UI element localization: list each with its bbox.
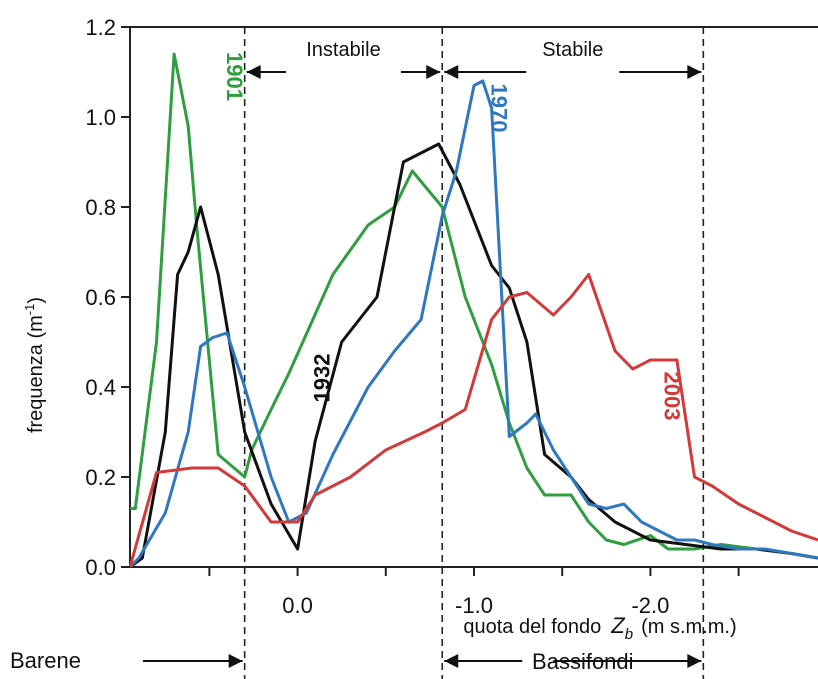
- series-line-2003: [128, 273, 818, 568]
- series-label-1970: 1970: [487, 84, 512, 133]
- y-tick-label: 0.8: [85, 195, 116, 220]
- y-tick-label: 1.0: [85, 105, 116, 130]
- arrow-head: [228, 654, 243, 668]
- arrow-head: [426, 65, 441, 79]
- y-tick-label: 1.2: [85, 15, 116, 40]
- x-axis-label: quota del fondo Zb (m s.m.m.): [463, 613, 736, 643]
- series-label-1932: 1932: [309, 354, 334, 403]
- arrow-head: [444, 654, 459, 668]
- y-tick-label: 0.4: [85, 375, 116, 400]
- series-line-1970: [128, 79, 818, 569]
- arrow-head: [687, 654, 702, 668]
- region-label-instabile: Instabile: [306, 39, 381, 61]
- series-label-2003: 2003: [660, 372, 685, 421]
- arrow-head: [246, 65, 261, 79]
- arrow-head: [687, 65, 702, 79]
- x-tick-label: 0.0: [282, 593, 313, 618]
- series-label-1901: 1901: [222, 52, 247, 101]
- arrow-head: [444, 65, 459, 79]
- region-label-barene: Barene: [10, 648, 81, 673]
- y-axis-label: frequenza (m-1): [22, 297, 47, 433]
- y-tick-label: 0.2: [85, 465, 116, 490]
- y-tick-label: 0.6: [85, 285, 116, 310]
- x-tick-label: -1.0: [455, 593, 493, 618]
- x-tick-label: -2.0: [631, 593, 669, 618]
- series-line-1932: [129, 142, 818, 569]
- region-label-stabile: Stabile: [542, 39, 603, 61]
- series-line-1901: [130, 52, 818, 560]
- y-tick-label: 0.0: [85, 555, 116, 580]
